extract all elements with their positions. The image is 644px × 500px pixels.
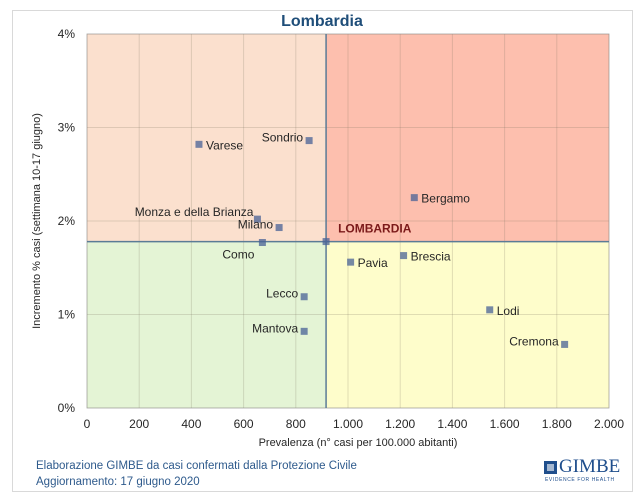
- data-point-marker: [275, 224, 283, 232]
- chart-title: Lombardia: [281, 13, 363, 30]
- data-point-marker: [253, 215, 261, 223]
- x-axis-title: Prevalenza (n° casi per 100.000 abitanti…: [259, 437, 458, 449]
- footer-source: Elaborazione GIMBE da casi confermati da…: [36, 460, 357, 472]
- footer-update: Aggiornamento: 17 giugno 2020: [36, 476, 200, 488]
- logo-name: GIMBE: [559, 456, 621, 477]
- data-point-marker: [300, 327, 308, 335]
- y-tick-label: 0%: [58, 401, 76, 415]
- y-axis-title: Incremento % casi (settimana 10-17 giugn…: [31, 113, 43, 329]
- reference-marker: [322, 238, 330, 246]
- data-point-marker: [300, 293, 308, 301]
- x-tick-label: 1.600: [490, 417, 520, 431]
- data-point-marker: [347, 258, 355, 266]
- data-point-label: Sondrio: [262, 131, 304, 145]
- data-point-label: Lodi: [497, 304, 520, 318]
- x-tick-label: 2.000: [594, 417, 624, 431]
- y-tick-label: 4%: [58, 27, 76, 41]
- x-tick-label: 1.200: [385, 417, 415, 431]
- data-point-label: Monza e della Brianza: [135, 205, 254, 219]
- data-point-marker: [305, 137, 313, 145]
- quadrant-bottom-left: [87, 241, 327, 408]
- data-point-label: Bergamo: [421, 192, 470, 206]
- x-tick-label: 200: [129, 417, 149, 431]
- quadrant-bottom-right: [326, 241, 609, 408]
- gimbe-logo: GIMBE EVIDENCE FOR HEALTH: [544, 456, 621, 487]
- data-point-marker: [486, 306, 494, 314]
- data-point-marker: [400, 252, 408, 260]
- data-point-marker: [258, 239, 266, 247]
- data-point-label: Cremona: [509, 334, 559, 348]
- y-tick-label: 3%: [58, 121, 76, 135]
- data-point-label: Mantova: [252, 321, 298, 335]
- quadrant-top-left: [87, 34, 327, 242]
- y-tick-label: 1%: [58, 308, 76, 322]
- x-tick-label: 1.800: [542, 417, 572, 431]
- logo-mark-icon: [544, 461, 557, 474]
- logo-tagline: EVIDENCE FOR HEALTH: [545, 477, 615, 483]
- x-tick-label: 600: [234, 417, 254, 431]
- x-tick-label: 800: [286, 417, 306, 431]
- data-point-label: Lecco: [266, 287, 298, 301]
- y-tick-label: 2%: [58, 214, 76, 228]
- data-point-marker: [195, 140, 203, 148]
- data-point-marker: [410, 194, 418, 202]
- quadrant-top-right: [326, 34, 609, 242]
- data-point-label: Como: [222, 248, 254, 262]
- reference-label: LOMBARDIA: [338, 222, 412, 236]
- data-point-label: Milano: [238, 218, 274, 232]
- data-point-label: Brescia: [411, 250, 451, 264]
- plot-border: [86, 33, 610, 409]
- x-tick-label: 0: [84, 417, 91, 431]
- x-tick-label: 1.000: [333, 417, 363, 431]
- data-point-label: Pavia: [358, 256, 388, 270]
- x-tick-label: 1.400: [437, 417, 467, 431]
- x-tick-label: 400: [181, 417, 201, 431]
- data-point-marker: [561, 340, 569, 348]
- data-point-label: Varese: [206, 138, 243, 152]
